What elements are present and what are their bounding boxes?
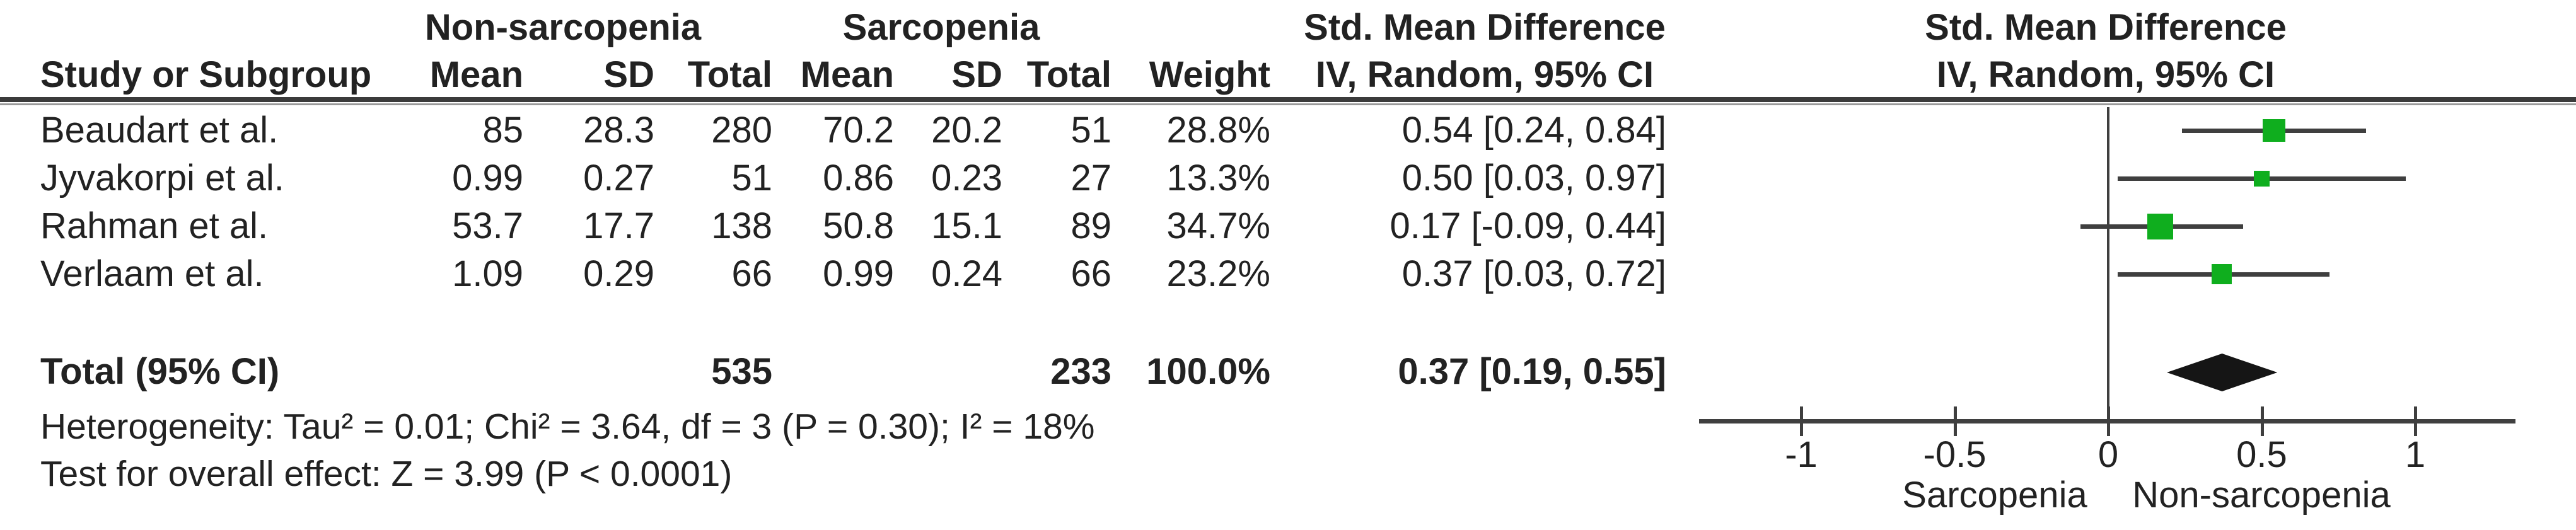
table-cell-sd1: 28.3	[583, 110, 654, 151]
table-cell-sd2: 15.1	[931, 205, 1002, 246]
zero-reference-line	[2107, 107, 2109, 423]
effect-size-square	[2212, 264, 2232, 284]
column-header-mean-sarc: Mean	[800, 54, 894, 95]
table-cell-mean1: 0.99	[452, 158, 523, 199]
overall-effect-diamond	[2167, 354, 2277, 391]
table-cell-effect: 0.17 [-0.09, 0.44]	[1390, 205, 1666, 246]
table-cell-total2: 66	[1070, 253, 1111, 294]
total-row-label: Total (95% CI)	[40, 351, 280, 392]
x-axis-tick-label: 1	[2405, 434, 2426, 475]
table-cell-total1: 280	[711, 110, 772, 151]
table-cell-total1: 51	[731, 158, 772, 199]
table-cell-total1: 66	[731, 253, 772, 294]
overall-effect-test-text: Test for overall effect: Z = 3.99 (P < 0…	[40, 454, 733, 494]
table-cell-mean2: 0.99	[823, 253, 894, 294]
effect-column-header-line2: IV, Random, 95% CI	[1315, 54, 1654, 95]
group-header-sarcopenia: Sarcopenia	[842, 7, 1040, 48]
table-cell-mean2: 50.8	[823, 205, 894, 246]
table-cell-effect: 0.50 [0.03, 0.97]	[1401, 158, 1666, 199]
table-cell-sd1: 0.27	[583, 158, 654, 199]
plot-column-header-line2: IV, Random, 95% CI	[1936, 54, 2275, 95]
x-axis-tick	[1953, 406, 1957, 436]
table-cell-total2: 27	[1070, 158, 1111, 199]
table-cell-study: Jyvakorpi et al.	[40, 158, 284, 199]
column-header-weight: Weight	[1149, 54, 1270, 95]
x-axis-tick-label: -1	[1785, 434, 1818, 475]
axis-right-direction-label: Non-sarcopenia	[2132, 475, 2391, 516]
column-header-total-nonsarc: Total	[687, 54, 772, 95]
total-row-weight: 100.0%	[1146, 351, 1270, 392]
table-cell-study: Verlaam et al.	[40, 253, 264, 294]
table-cell-mean1: 85	[482, 110, 523, 151]
table-cell-weight: 13.3%	[1166, 158, 1270, 199]
x-axis-tick-label: 0	[2097, 434, 2119, 475]
table-cell-sd2: 0.23	[931, 158, 1002, 199]
total-row-n-sarc: 233	[1050, 351, 1111, 392]
table-cell-weight: 23.2%	[1166, 253, 1270, 294]
table-cell-weight: 28.8%	[1166, 110, 1270, 151]
effect-column-header-line1: Std. Mean Difference	[1304, 7, 1666, 48]
table-cell-weight: 34.7%	[1166, 205, 1270, 246]
column-header-sd-sarc: SD	[951, 54, 1002, 95]
table-cell-sd2: 20.2	[931, 110, 1002, 151]
total-row-effect: 0.37 [0.19, 0.55]	[1398, 351, 1666, 392]
table-cell-total2: 89	[1070, 205, 1111, 246]
x-axis-tick-label: 0.5	[2236, 434, 2287, 475]
column-header-total-sarc: Total	[1026, 54, 1111, 95]
table-cell-mean1: 53.7	[452, 205, 523, 246]
table-cell-mean2: 70.2	[823, 110, 894, 151]
heterogeneity-text: Heterogeneity: Tau² = 0.01; Chi² = 3.64,…	[40, 406, 1095, 447]
plot-column-header-line1: Std. Mean Difference	[1925, 7, 2287, 48]
table-cell-total2: 51	[1070, 110, 1111, 151]
header-separator-line	[0, 97, 2576, 102]
axis-left-direction-label: Sarcopenia	[1902, 475, 2087, 516]
table-cell-effect: 0.54 [0.24, 0.84]	[1401, 110, 1666, 151]
x-axis-tick	[2414, 406, 2417, 436]
table-cell-sd2: 0.24	[931, 253, 1002, 294]
effect-size-square	[2147, 214, 2173, 239]
effect-size-square	[2254, 171, 2270, 187]
table-cell-study: Rahman et al.	[40, 205, 269, 246]
table-cell-effect: 0.37 [0.03, 0.72]	[1401, 253, 1666, 294]
x-axis-tick	[1800, 406, 1803, 436]
group-header-non-sarcopenia: Non-sarcopenia	[424, 7, 702, 48]
column-header-mean-nonsarc: Mean	[429, 54, 523, 95]
effect-size-square	[2263, 119, 2285, 142]
table-cell-mean2: 0.86	[823, 158, 894, 199]
column-header-sd-nonsarc: SD	[603, 54, 654, 95]
header-separator-shadow	[0, 103, 2576, 105]
table-cell-sd1: 0.29	[583, 253, 654, 294]
x-axis-tick-label: -0.5	[1923, 434, 1987, 475]
column-header-study: Study or Subgroup	[40, 54, 372, 95]
table-cell-mean1: 1.09	[452, 253, 523, 294]
total-row-n-nonsarc: 535	[711, 351, 772, 392]
x-axis-tick	[2260, 406, 2264, 436]
table-cell-study: Beaudart et al.	[40, 110, 279, 151]
table-cell-sd1: 17.7	[583, 205, 654, 246]
x-axis-tick	[2107, 406, 2110, 436]
table-cell-total1: 138	[711, 205, 772, 246]
